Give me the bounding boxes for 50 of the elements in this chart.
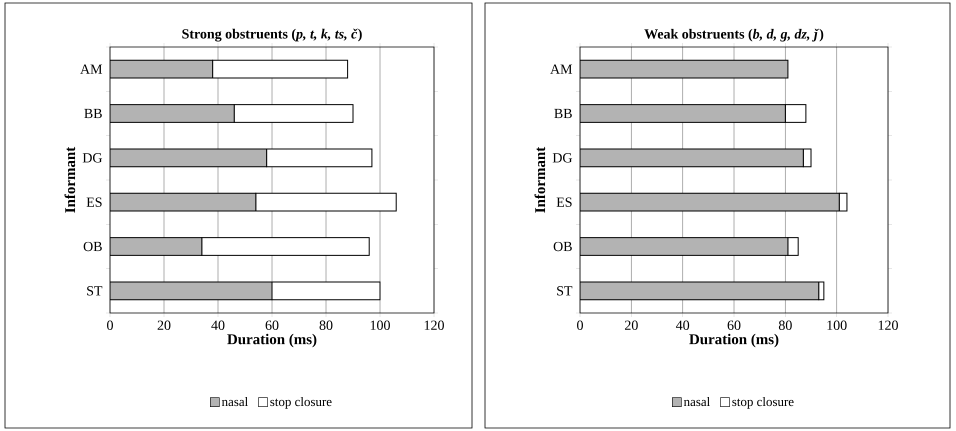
x-tick-label: 120 [424,320,444,330]
legend-label: nasal [684,396,710,406]
chart-title: Strong obstruents (p, t, k, ts, č) [182,28,362,42]
y-axis-title: Informant [534,146,546,213]
legend-label: nasal [222,396,248,406]
bar [580,237,788,256]
y-tick-label: ST [557,286,572,296]
x-tick-label: 20 [158,320,170,330]
bar [110,104,235,123]
bar [110,192,256,212]
x-tick-label: 80 [320,320,332,330]
x-tick-label: 0 [577,320,583,330]
legend-label: stop closure [270,396,332,409]
x-axis-title: Duration (ms) [689,334,778,348]
bar [110,281,273,300]
chart-title: Weak obstruents (b, d, g, dz, ǰ) [644,28,824,42]
bar [110,237,202,256]
x-tick-label: 0 [107,320,113,330]
y-tick-label: AM [550,64,572,74]
x-tick-label: 100 [370,320,390,330]
y-tick-label: BB [554,108,572,118]
bar [580,104,786,123]
bar [784,104,806,123]
x-tick-label: 100 [827,320,847,330]
y-tick-label: DG [82,153,102,163]
y-tick-label: ES [86,197,102,207]
bar [580,281,820,300]
y-tick-label: ST [87,286,102,296]
x-tick-label: 60 [266,320,278,330]
bar [580,148,804,168]
y-tick-label: DG [552,153,572,163]
y-tick-label: AM [80,64,102,74]
y-tick-label: BB [84,108,102,118]
bar [787,237,799,256]
y-tick-label: OB [84,242,102,252]
y-tick-label: OB [554,242,572,252]
x-tick-label: 120 [878,320,898,330]
bar [580,60,788,79]
x-tick-label: 60 [728,320,740,330]
y-axis-title: Informant [64,146,76,213]
x-tick-label: 20 [624,320,638,330]
x-tick-label: 40 [211,320,224,330]
y-tick-label: ES [556,197,572,207]
x-axis-title: Duration (ms) [227,334,316,348]
x-tick-label: 80 [778,320,792,330]
bar [110,148,268,168]
x-tick-label: 40 [676,320,690,330]
bar [580,192,840,212]
bar [110,60,214,79]
legend-label: stop closure [732,396,794,409]
